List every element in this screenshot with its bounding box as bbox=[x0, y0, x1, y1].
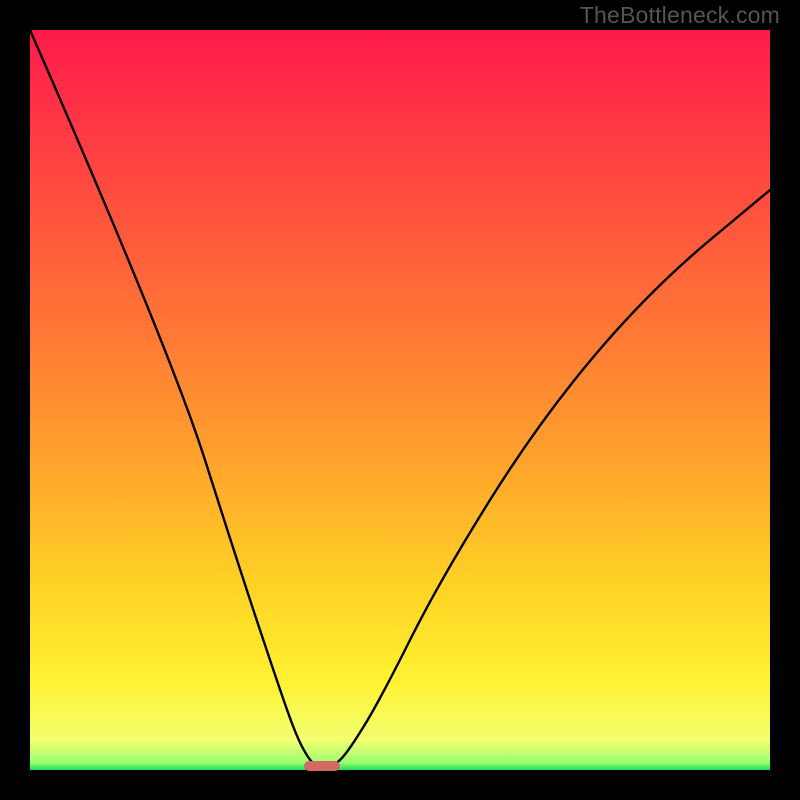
sweetspot-marker bbox=[304, 761, 340, 771]
curve-path bbox=[30, 30, 770, 769]
watermark-text: TheBottleneck.com bbox=[580, 2, 780, 29]
chart-frame: TheBottleneck.com bbox=[0, 0, 800, 800]
bottleneck-curve bbox=[0, 0, 800, 800]
